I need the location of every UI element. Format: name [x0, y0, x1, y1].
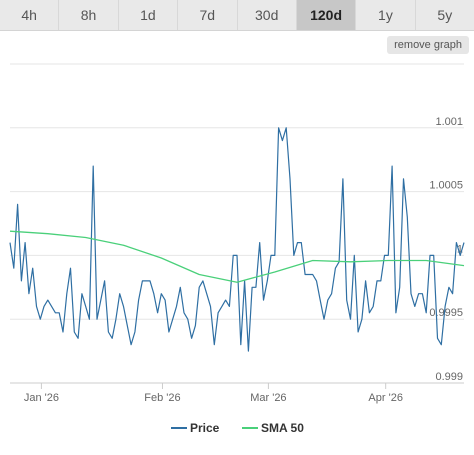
y-tick-label: 1.001 — [435, 116, 463, 128]
remove-graph-button[interactable]: remove graph — [387, 36, 469, 54]
x-tick-label: Jan '26 — [24, 392, 59, 404]
legend: Price SMA 50 — [171, 421, 304, 435]
range-button-8h[interactable]: 8h — [59, 0, 119, 30]
legend-label-price: Price — [190, 421, 220, 435]
range-button-7d[interactable]: 7d — [178, 0, 238, 30]
range-button-1y[interactable]: 1y — [356, 0, 416, 30]
series-line-price — [9, 127, 465, 352]
x-tick-label: Feb '26 — [144, 392, 180, 404]
legend-label-sma-50: SMA 50 — [261, 421, 304, 435]
range-button-4h[interactable]: 4h — [0, 0, 60, 30]
range-button-1d[interactable]: 1d — [118, 0, 179, 30]
range-button-120d[interactable]: 120d — [296, 0, 357, 30]
x-tick-label: Apr '26 — [368, 392, 403, 404]
time-range-selector: 4h 8h 1d 7d 30d 120d 1y 5y — [0, 0, 474, 31]
x-axis-tick-labels: Jan '26 Feb '26 Mar '26 Apr '26 — [24, 383, 403, 404]
x-tick-label: Mar '26 — [250, 392, 286, 404]
range-button-5y[interactable]: 5y — [415, 0, 474, 30]
y-tick-label: 0.999 — [435, 371, 463, 383]
y-tick-label: 0.9995 — [429, 307, 463, 319]
range-button-30d[interactable]: 30d — [237, 0, 297, 30]
y-tick-label: 1 — [457, 243, 463, 255]
series-line-sma-50 — [9, 230, 465, 283]
series-lines — [9, 127, 465, 352]
y-tick-label: 1.0005 — [429, 180, 463, 192]
y-axis-tick-labels: 0.999 0.9995 1 1.0005 1.001 — [429, 116, 463, 383]
